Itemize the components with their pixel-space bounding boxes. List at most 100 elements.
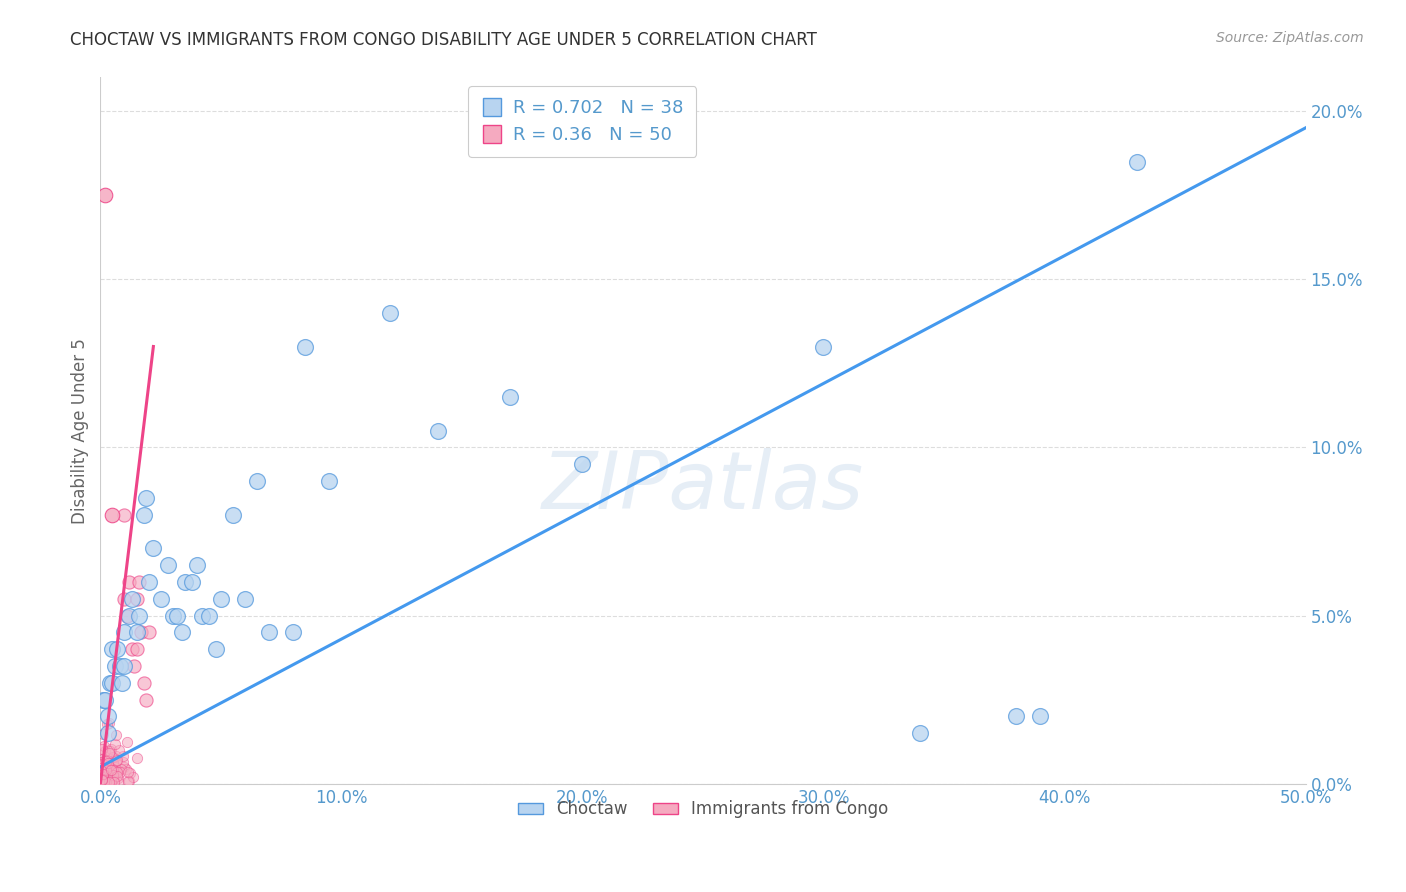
Point bbox=[90, 771, 112, 785]
Point bbox=[93, 776, 115, 790]
Point bbox=[104, 754, 127, 768]
Point bbox=[104, 728, 127, 742]
Point bbox=[181, 574, 204, 589]
Point bbox=[96, 766, 118, 780]
Point bbox=[1029, 709, 1052, 723]
Point bbox=[91, 776, 114, 790]
Point bbox=[96, 774, 118, 789]
Point bbox=[93, 774, 115, 789]
Point bbox=[128, 608, 150, 623]
Point bbox=[96, 716, 118, 731]
Point bbox=[117, 765, 139, 780]
Text: ZIPatlas: ZIPatlas bbox=[541, 448, 865, 526]
Point bbox=[125, 642, 148, 657]
Point bbox=[98, 773, 121, 788]
Point bbox=[110, 763, 132, 777]
Point bbox=[100, 764, 122, 778]
Point bbox=[205, 642, 228, 657]
Point bbox=[101, 508, 124, 522]
Point bbox=[89, 761, 111, 775]
Point bbox=[105, 769, 128, 783]
Point bbox=[101, 763, 124, 777]
Point bbox=[105, 764, 128, 779]
Point bbox=[94, 762, 117, 776]
Point bbox=[104, 738, 127, 752]
Point bbox=[125, 591, 148, 606]
Point bbox=[121, 770, 143, 784]
Point bbox=[93, 763, 115, 777]
Point bbox=[257, 625, 280, 640]
Point bbox=[100, 776, 122, 790]
Point bbox=[96, 764, 118, 778]
Point bbox=[91, 776, 114, 790]
Point bbox=[93, 764, 115, 779]
Point bbox=[100, 772, 122, 786]
Point bbox=[93, 774, 115, 789]
Point bbox=[105, 753, 128, 767]
Point bbox=[571, 457, 593, 471]
Point bbox=[90, 772, 112, 787]
Point bbox=[294, 339, 316, 353]
Point bbox=[96, 766, 118, 780]
Point bbox=[90, 771, 112, 785]
Point bbox=[91, 758, 114, 772]
Point bbox=[98, 676, 121, 690]
Point bbox=[114, 625, 136, 640]
Point bbox=[198, 608, 221, 623]
Point bbox=[112, 759, 135, 773]
Point bbox=[115, 762, 138, 776]
Point bbox=[93, 739, 115, 753]
Point bbox=[100, 741, 122, 756]
Point bbox=[118, 774, 141, 789]
Point bbox=[93, 772, 115, 787]
Point bbox=[98, 747, 121, 761]
Point bbox=[104, 760, 127, 774]
Point bbox=[97, 756, 120, 770]
Point bbox=[101, 756, 124, 771]
Point bbox=[96, 777, 118, 791]
Point bbox=[97, 726, 120, 740]
Point bbox=[100, 773, 122, 788]
Point bbox=[162, 608, 184, 623]
Point bbox=[122, 659, 145, 673]
Point bbox=[94, 774, 117, 789]
Point bbox=[125, 625, 148, 640]
Point bbox=[209, 591, 232, 606]
Point bbox=[98, 766, 121, 780]
Point bbox=[104, 764, 127, 779]
Point bbox=[103, 772, 125, 787]
Point bbox=[105, 642, 128, 657]
Point bbox=[91, 776, 114, 790]
Point bbox=[90, 756, 112, 770]
Point bbox=[101, 676, 124, 690]
Point bbox=[90, 772, 112, 786]
Point bbox=[103, 764, 125, 779]
Point bbox=[94, 764, 117, 778]
Point bbox=[97, 776, 120, 790]
Point bbox=[93, 770, 115, 784]
Point bbox=[138, 574, 160, 589]
Point bbox=[318, 474, 340, 488]
Point bbox=[115, 608, 138, 623]
Point bbox=[186, 558, 208, 573]
Point bbox=[97, 772, 120, 787]
Point bbox=[90, 755, 112, 769]
Point bbox=[1126, 154, 1149, 169]
Point bbox=[98, 774, 121, 789]
Point bbox=[94, 768, 117, 782]
Point bbox=[118, 608, 141, 623]
Point bbox=[96, 767, 118, 781]
Point bbox=[96, 772, 118, 787]
Point bbox=[246, 474, 269, 488]
Point bbox=[96, 769, 118, 783]
Point bbox=[128, 574, 150, 589]
Point bbox=[90, 769, 112, 783]
Point bbox=[112, 755, 135, 769]
Point bbox=[103, 772, 125, 787]
Point bbox=[118, 574, 141, 589]
Point bbox=[94, 774, 117, 789]
Point bbox=[94, 188, 117, 202]
Point bbox=[132, 676, 155, 690]
Point bbox=[173, 574, 195, 589]
Point bbox=[813, 339, 835, 353]
